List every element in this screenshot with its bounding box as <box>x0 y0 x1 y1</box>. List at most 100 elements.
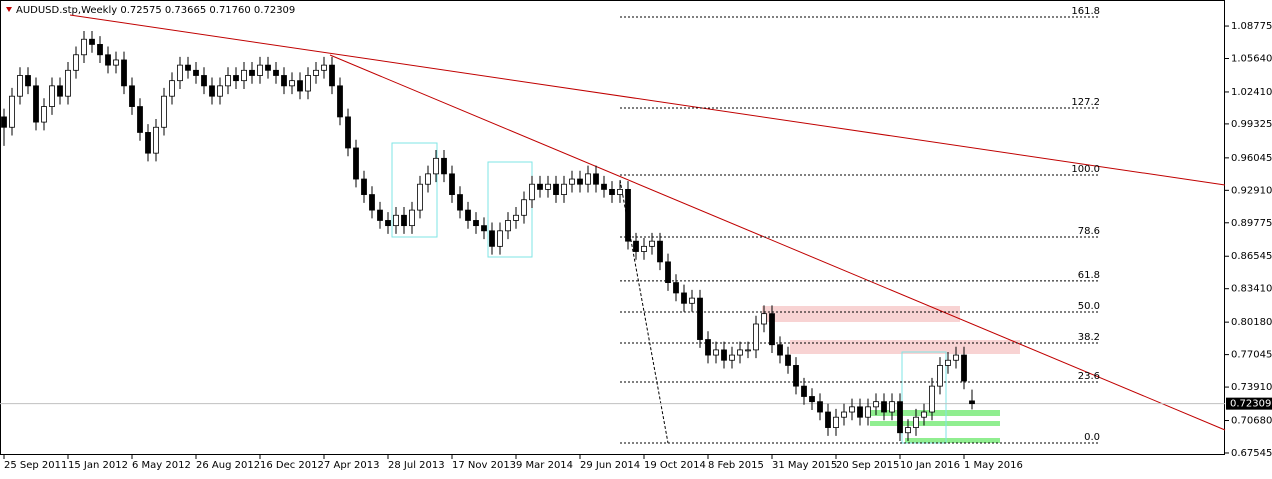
x-tick-label: 9 Mar 2014 <box>516 460 573 471</box>
fib-label: 127.2 <box>1071 97 1100 108</box>
candle-body <box>217 85 223 97</box>
candle-body <box>65 69 71 97</box>
candle-body <box>177 64 183 82</box>
candle-body <box>145 132 151 154</box>
candle-body <box>593 173 599 185</box>
candle-body <box>681 292 687 304</box>
candle-body <box>41 106 47 123</box>
candle-body <box>953 354 959 361</box>
candle-body <box>609 188 615 195</box>
fib-label: 78.6 <box>1078 226 1100 237</box>
candle-body <box>897 401 903 434</box>
x-tick-label: 31 May 2015 <box>772 460 837 471</box>
candle-body <box>601 183 607 190</box>
candle-body <box>113 59 119 66</box>
candle-body <box>105 54 111 66</box>
candle-body <box>825 411 831 428</box>
zone <box>762 306 960 322</box>
trendline <box>329 54 1226 431</box>
candle-body <box>497 230 503 247</box>
candle-body <box>393 214 399 227</box>
candle-body <box>473 220 479 227</box>
candle-body <box>305 75 311 92</box>
candle-body <box>841 411 847 418</box>
candle-body <box>969 400 975 405</box>
candle-body <box>313 69 319 76</box>
candle-body <box>561 183 567 195</box>
candle-body <box>281 75 287 87</box>
y-tick-label: 0.89775 <box>1231 218 1272 229</box>
box <box>487 161 533 258</box>
last-price-box <box>1226 397 1272 410</box>
chart-title: AUDUSD.stp,Weekly 0.72575 0.73665 0.7176… <box>16 5 295 16</box>
x-tick-label: 25 Sep 2011 <box>4 460 67 471</box>
candle-body <box>689 297 695 304</box>
candle-body <box>321 64 327 71</box>
zone <box>870 421 1000 426</box>
fib-label: 38.2 <box>1078 332 1100 343</box>
x-tick-label: 19 Oct 2014 <box>644 460 706 471</box>
candle-body <box>649 240 655 247</box>
candle-body <box>297 80 303 92</box>
candle-body <box>921 411 927 418</box>
y-tick-label: 0.86545 <box>1231 251 1272 262</box>
candle-body <box>785 354 791 366</box>
candle-body <box>865 406 871 418</box>
fib-label: 23.6 <box>1078 371 1100 382</box>
candle-body <box>257 64 263 76</box>
candle-body <box>137 106 143 133</box>
candle-body <box>225 75 231 87</box>
candle-body <box>73 54 79 71</box>
candle-body <box>121 59 127 87</box>
x-tick-label: 29 Jun 2014 <box>580 460 640 471</box>
candle-body <box>761 313 767 325</box>
candle-body <box>185 64 191 71</box>
x-tick-label: 6 May 2012 <box>132 460 191 471</box>
fib-label: 0.0 <box>1084 432 1100 443</box>
candle-body <box>777 344 783 356</box>
candle-body <box>265 64 271 71</box>
candle-body <box>913 416 919 428</box>
candle-body <box>401 214 407 227</box>
x-tick-label: 8 Feb 2015 <box>708 460 764 471</box>
last-price-label: 0.72309 <box>1230 399 1271 410</box>
candle-body <box>521 199 527 216</box>
candle-body <box>433 157 439 175</box>
candle-body <box>745 349 751 352</box>
candle-body <box>537 183 543 190</box>
plot-frame <box>0 0 1225 455</box>
candle-body <box>625 188 631 242</box>
candle-body <box>345 116 351 149</box>
candle-body <box>81 38 87 56</box>
y-tick-label: 0.99325 <box>1231 119 1272 130</box>
y-tick-label: 0.92910 <box>1231 185 1272 196</box>
fib-label: 61.8 <box>1078 270 1100 281</box>
drawings <box>69 14 1226 444</box>
candle-body <box>729 354 735 361</box>
candle-body <box>129 85 135 107</box>
box <box>391 142 438 238</box>
fib-label: 161.8 <box>1071 6 1100 17</box>
candle-body <box>641 245 647 252</box>
candle-body <box>161 95 167 128</box>
candle-body <box>545 183 551 190</box>
candle-body <box>577 178 583 185</box>
candle-body <box>89 38 95 45</box>
candle-body <box>833 416 839 428</box>
y-tick-label: 1.02410 <box>1231 87 1272 98</box>
symbol-marker <box>6 7 12 12</box>
candle-body <box>585 173 591 185</box>
candle-body <box>489 230 495 247</box>
candle-body <box>873 401 879 408</box>
candle-body <box>881 401 887 413</box>
zone <box>905 438 1000 443</box>
zone <box>790 340 1020 354</box>
x-tick-label: 28 Jul 2013 <box>388 460 445 471</box>
candle-body <box>97 44 103 56</box>
candle-body <box>713 349 719 356</box>
fib-label: 100.0 <box>1071 164 1100 175</box>
candle-body <box>209 85 215 97</box>
candle-body <box>849 406 855 413</box>
candle-body <box>153 126 159 154</box>
